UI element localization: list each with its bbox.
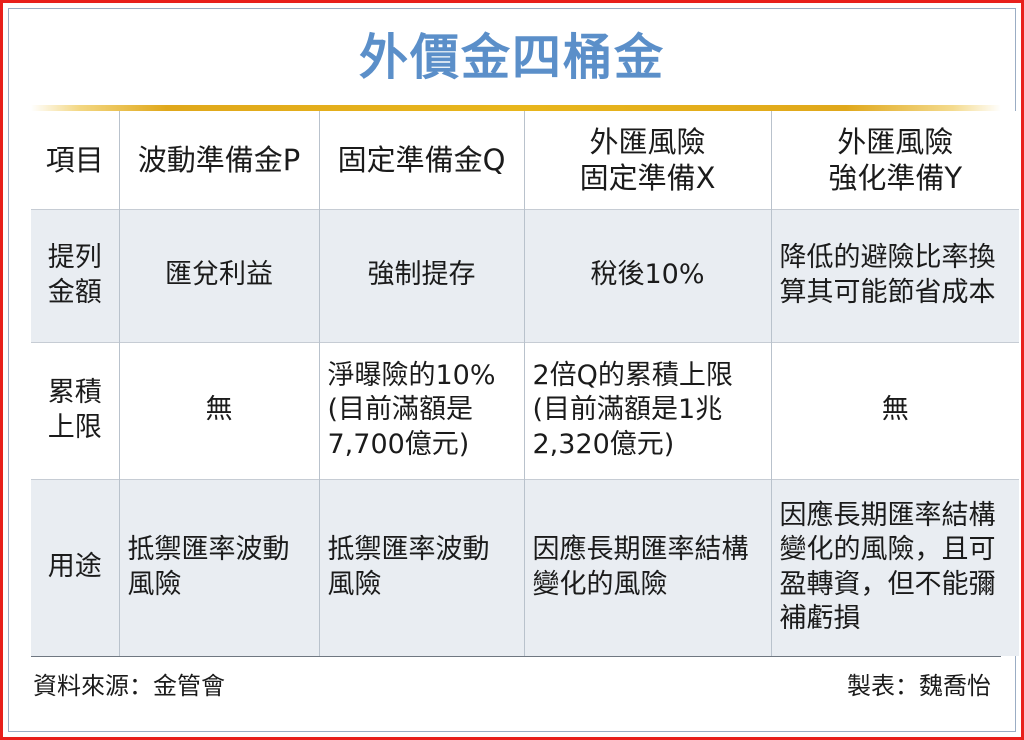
table-header-row: 項目 波動準備金P 固定準備金Q 外匯風險 固定準備X 外匯風險 強化準備Y bbox=[31, 111, 1019, 209]
cell-0-2: 稅後10% bbox=[524, 208, 772, 342]
row-header-2: 用途 bbox=[31, 478, 120, 656]
cell-2-0: 抵禦匯率波動風險 bbox=[119, 478, 320, 656]
source-label: 資料來源：金管會 bbox=[33, 672, 225, 700]
table-row: 提列 金額 匯兌利益 強制提存 稅後10% 降低的避險比率換算其可能節省成本 bbox=[31, 208, 1019, 342]
footer-divider bbox=[31, 656, 1001, 657]
column-header-3: 外匯風險 固定準備X bbox=[524, 111, 772, 209]
row-header-1: 累積 上限 bbox=[31, 341, 120, 479]
cell-1-3: 無 bbox=[771, 341, 1019, 479]
column-header-2: 固定準備金Q bbox=[319, 111, 525, 209]
column-header-1: 波動準備金P bbox=[119, 111, 320, 209]
cell-0-0: 匯兌利益 bbox=[119, 208, 320, 342]
footer: 資料來源：金管會 製表：魏喬怡 bbox=[31, 657, 1001, 731]
cell-0-1: 強制提存 bbox=[319, 208, 525, 342]
cell-2-3: 因應長期匯率結構變化的風險，且可盈轉資，但不能彌補虧損 bbox=[771, 478, 1019, 656]
table-row: 用途 抵禦匯率波動風險 抵禦匯率波動風險 因應長期匯率結構變化的風險 因應長期匯… bbox=[31, 478, 1019, 656]
comparison-table: 項目 波動準備金P 固定準備金Q 外匯風險 固定準備X 外匯風險 強化準備Y 提… bbox=[31, 111, 1019, 656]
cell-0-3: 降低的避險比率換算其可能節省成本 bbox=[771, 208, 1019, 342]
column-header-4: 外匯風險 強化準備Y bbox=[771, 111, 1019, 209]
page-title: 外價金四桶金 bbox=[358, 28, 665, 86]
infographic-inner: 外價金四桶金 項目 波動準備金P 固定準備金Q 外匯風險 固定準備X 外匯風險 … bbox=[8, 8, 1019, 732]
cell-2-2: 因應長期匯率結構變化的風險 bbox=[524, 478, 772, 656]
cell-1-2: 2倍Q的累積上限 (目前滿額是1兆2,320億元) bbox=[524, 341, 772, 479]
table-area: 項目 波動準備金P 固定準備金Q 外匯風險 固定準備X 外匯風險 強化準備Y 提… bbox=[9, 111, 1019, 731]
credit-label: 製表：魏喬怡 bbox=[847, 672, 991, 700]
row-header-0: 提列 金額 bbox=[31, 208, 120, 342]
cell-2-1: 抵禦匯率波動風險 bbox=[319, 478, 525, 656]
gold-divider bbox=[31, 105, 1001, 111]
title-area: 外價金四桶金 bbox=[9, 9, 1015, 105]
cell-1-0: 無 bbox=[119, 341, 320, 479]
column-header-0: 項目 bbox=[31, 111, 120, 209]
cell-1-1: 淨曝險的10% (目前滿額是7,700億元) bbox=[319, 341, 525, 479]
table-row: 累積 上限 無 淨曝險的10% (目前滿額是7,700億元) 2倍Q的累積上限 … bbox=[31, 341, 1019, 479]
